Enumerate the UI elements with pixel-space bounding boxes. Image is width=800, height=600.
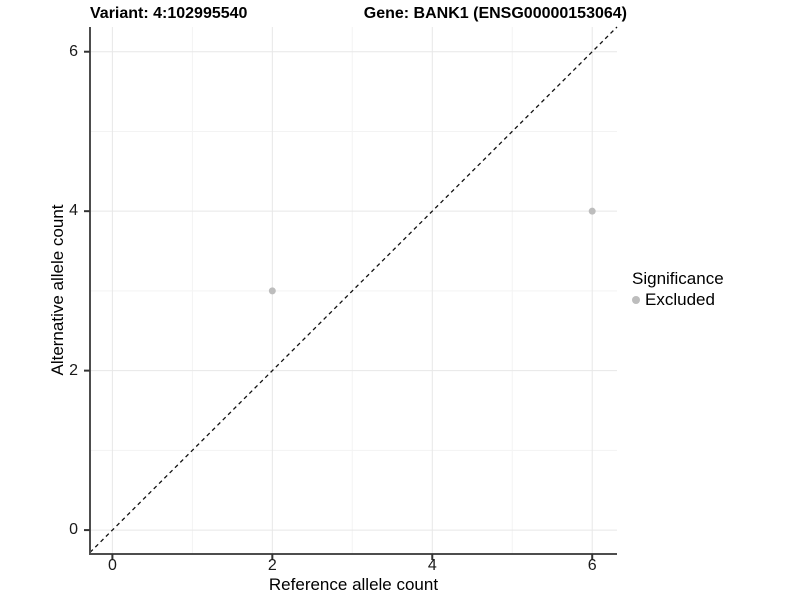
- x-tick-label: 2: [267, 557, 277, 574]
- major-gridlines: [90, 27, 617, 554]
- legend-title: Significance: [632, 269, 724, 288]
- axis-lines: [89, 27, 617, 555]
- data-point: [588, 207, 596, 215]
- variant-title: Variant: 4:102995540: [90, 5, 248, 22]
- x-tick-label: 6: [587, 557, 597, 574]
- tick-marks: [84, 50, 594, 560]
- data-points: [268, 207, 596, 295]
- legend-item-label: Excluded: [645, 290, 715, 309]
- y-tick-label: 0: [69, 521, 78, 539]
- minor-gridlines: [90, 27, 617, 554]
- x-axis-title: Reference allele count: [268, 575, 439, 594]
- x-tick-label: 4: [427, 557, 437, 574]
- excluded-point-icon: [632, 296, 640, 304]
- legend-item-excluded: Excluded: [632, 290, 724, 310]
- y-tick-label: 4: [69, 202, 78, 220]
- y-tick-label: 6: [69, 42, 78, 60]
- y-tick-label: 2: [69, 361, 78, 379]
- identity-reference-line: [89, 26, 618, 553]
- plot-titles: Variant: 4:102995540 Gene: BANK1 (ENSG00…: [90, 5, 627, 23]
- data-point: [268, 287, 276, 295]
- x-tick-label: 0: [107, 557, 117, 574]
- legend: Significance Excluded: [632, 269, 724, 310]
- y-axis-title: Alternative allele count: [48, 204, 67, 376]
- gene-title: Gene: BANK1 (ENSG00000153064): [363, 5, 627, 22]
